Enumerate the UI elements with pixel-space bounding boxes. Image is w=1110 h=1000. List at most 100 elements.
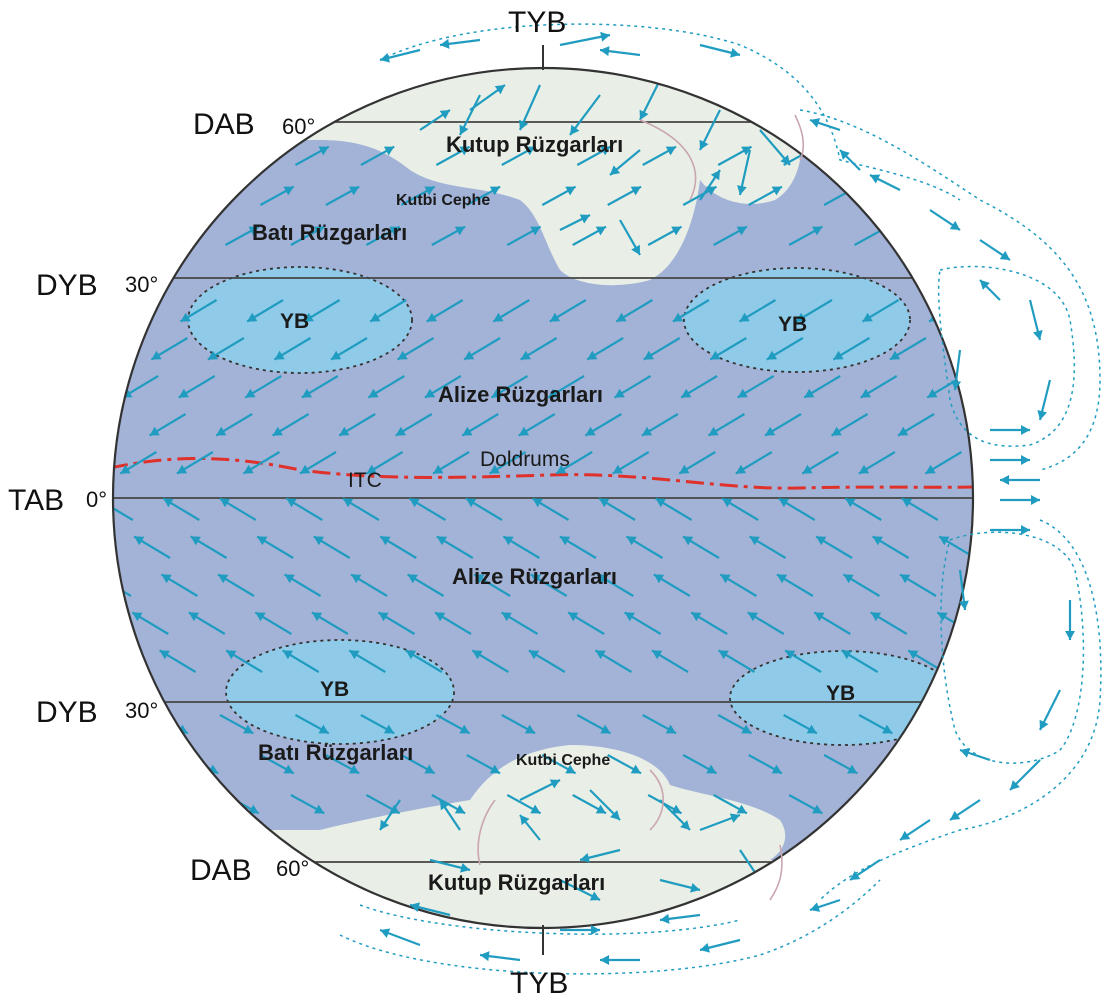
wind-arrow (795, 299, 833, 323)
wind-arrow (119, 451, 157, 475)
wind-arrow (803, 375, 841, 399)
wind-arrow (473, 573, 511, 597)
wind-arrow (872, 535, 910, 559)
wind-arrow (325, 185, 360, 206)
label-polar-front-south: Kutbi Cephe (516, 752, 610, 769)
wind-arrow (924, 145, 959, 166)
wind-arrow (858, 714, 893, 735)
wind-arrow (439, 38, 481, 49)
wind-arrow (647, 225, 683, 246)
wind-arrow (659, 913, 701, 924)
wind-arrow (541, 754, 577, 775)
wind-arrow (600, 955, 640, 965)
wind-arrow (435, 714, 471, 735)
wind-arrow (682, 754, 718, 775)
wind-arrow (717, 145, 753, 166)
wind-arrow (294, 145, 330, 166)
wind-arrow (899, 819, 931, 841)
wind-arrow (889, 754, 924, 775)
wind-arrow (184, 185, 219, 206)
wind-arrow (434, 611, 472, 635)
wind-arrow (990, 525, 1030, 535)
wind-arrow (436, 535, 474, 559)
wind-arrow (958, 569, 969, 611)
wind-arrow (783, 714, 818, 735)
label-dyb-south-deg: 30° (125, 698, 158, 723)
wind-arrow (405, 649, 443, 673)
wind-arrow (607, 185, 642, 206)
wind-arrow (541, 185, 577, 206)
wind-arrow (569, 94, 601, 136)
label-polar-winds-north: Kutup Rüzgarları (446, 132, 623, 157)
wind-arrow (379, 48, 421, 63)
wind-arrow (492, 299, 530, 323)
wind-arrow (707, 413, 746, 437)
label-tyb-bottom: TYB (510, 967, 568, 1000)
wind-arrow (572, 794, 607, 815)
wind-arrow (651, 649, 689, 673)
wind-arrow (841, 649, 879, 673)
wind-arrow (897, 413, 935, 437)
wind-arrow (426, 299, 464, 323)
wind-arrow (549, 299, 587, 323)
wind-arrow (699, 43, 741, 58)
label-doldrums: Doldrums (480, 448, 570, 471)
wind-arrow (979, 239, 1011, 261)
wind-arrow (584, 413, 622, 437)
label-westerlies-north: Batı Rüzgarları (252, 220, 407, 245)
wind-arrow (400, 754, 436, 775)
wind-arrow (788, 794, 823, 815)
wind-arrow (615, 299, 653, 323)
wind-arrow (860, 375, 898, 399)
wind-arrow (219, 145, 254, 166)
wind-arrow (842, 573, 881, 597)
wind-arrow (506, 225, 542, 246)
wind-arrow (717, 714, 753, 735)
label-tab-deg: 0° (86, 487, 107, 512)
polar-front-north (639, 119, 697, 201)
wind-arrow (242, 451, 281, 475)
wind-arrow (148, 413, 187, 437)
wind-arrow (576, 714, 612, 735)
wind-arrow (396, 337, 435, 361)
wind-arrow (215, 413, 253, 437)
wind-arrow (466, 754, 501, 775)
wind-arrow (283, 573, 322, 597)
wind-arrow (560, 925, 600, 935)
wind-arrow (924, 451, 963, 475)
wind-arrow (489, 451, 527, 475)
wind-arrow (690, 611, 728, 635)
wind-arrow (737, 149, 752, 196)
label-polar-winds-south: Kutup Rüzgarları (428, 870, 605, 895)
label-yb-nw: YB (280, 310, 309, 333)
wind-arrow (419, 109, 451, 131)
wind-arrow (466, 185, 501, 206)
wind-arrow (748, 535, 787, 559)
wind-arrow (285, 497, 323, 521)
wind-arrow (990, 425, 1030, 435)
wind-arrow (429, 858, 471, 873)
wind-arrow (407, 573, 445, 597)
label-dyb-south: DYB (36, 696, 98, 729)
wind-arrow (365, 225, 401, 246)
wind-arrow (530, 573, 568, 597)
wind-arrow (959, 748, 991, 762)
wind-arrow (259, 754, 295, 775)
circulation-cells (339, 23, 1102, 975)
wind-arrow (113, 573, 132, 597)
wind-arrow (764, 413, 802, 437)
label-itc: ITC (348, 469, 382, 492)
wind-arrow (642, 714, 677, 735)
wind-arrow (500, 611, 539, 635)
wind-arrow (607, 754, 642, 775)
wind-arrow (766, 337, 804, 361)
wind-arrow (379, 928, 421, 947)
polar-front-north-2 (794, 114, 805, 161)
wind-arrow (699, 109, 721, 151)
wind-arrow (641, 413, 679, 437)
wind-arrow (858, 145, 893, 166)
wind-arrow (518, 84, 542, 131)
wind-arrow (246, 299, 284, 323)
wind-arrow (519, 779, 561, 801)
